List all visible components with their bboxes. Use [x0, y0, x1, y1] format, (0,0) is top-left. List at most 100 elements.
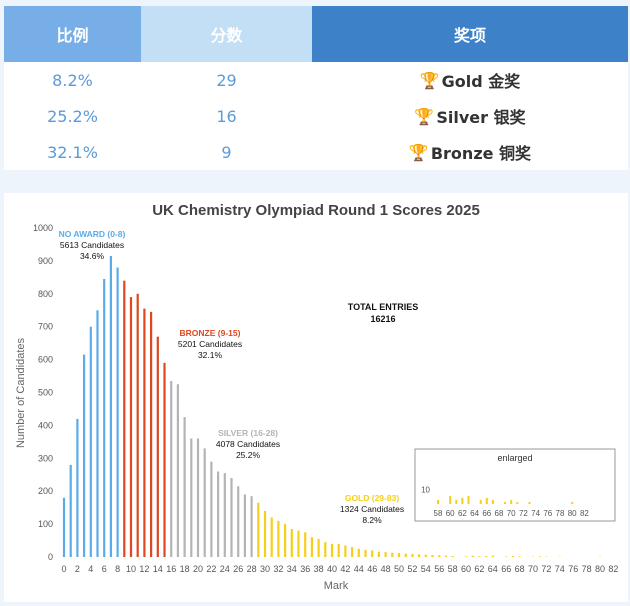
x-tick-label: 38: [314, 564, 324, 574]
x-tick-label: 36: [300, 564, 310, 574]
y-tick-label: 800: [38, 289, 53, 299]
group-label: BRONZE (9-15): [180, 328, 241, 338]
table-row: 32.1% 9 🏆 Bronze 铜奖: [4, 134, 628, 170]
group-percent: 8.2%: [362, 515, 382, 525]
x-tick-label: 78: [582, 564, 592, 574]
inset-x-tick: 64: [470, 509, 479, 518]
x-tick-label: 66: [501, 564, 511, 574]
award-label: Silver 银奖: [436, 108, 526, 127]
inset-x-tick: 72: [519, 509, 528, 518]
table-row: 8.2% 29 🏆 Gold 金奖: [4, 62, 628, 98]
award-cell: 🏆 Gold 金奖: [312, 62, 628, 98]
inset-x-tick: 80: [568, 509, 577, 518]
x-tick-label: 16: [166, 564, 176, 574]
group-candidates: 5201 Candidates: [178, 339, 242, 349]
x-tick-label: 30: [260, 564, 270, 574]
group-candidates: 1324 Candidates: [340, 504, 404, 514]
x-tick-label: 22: [206, 564, 216, 574]
group-label: SILVER (16-28): [218, 428, 278, 438]
inset-title: enlarged: [497, 453, 532, 463]
x-tick-label: 76: [568, 564, 578, 574]
group-candidates: 4078 Candidates: [216, 439, 280, 449]
score-cell: 16: [216, 106, 237, 126]
y-tick-label: 1000: [33, 223, 53, 233]
x-tick-label: 68: [515, 564, 525, 574]
y-tick-label: 100: [38, 519, 53, 529]
x-tick-label: 20: [193, 564, 203, 574]
x-tick-label: 58: [448, 564, 458, 574]
x-tick-label: 82: [608, 564, 618, 574]
y-tick-label: 200: [38, 486, 53, 496]
header-ratio: 比例: [4, 6, 141, 62]
total-label: TOTAL ENTRIES: [348, 302, 419, 312]
y-tick-label: 300: [38, 453, 53, 463]
y-tick-label: 900: [38, 256, 53, 266]
y-tick-label: 600: [38, 355, 53, 365]
x-tick-label: 2: [75, 564, 80, 574]
x-tick-label: 24: [220, 564, 230, 574]
trophy-icon: 🏆: [408, 142, 429, 162]
x-tick-label: 50: [394, 564, 404, 574]
x-tick-label: 70: [528, 564, 538, 574]
x-tick-label: 42: [340, 564, 350, 574]
group-label: GOLD (29-83): [345, 493, 399, 503]
inset-x-tick: 78: [556, 509, 565, 518]
inset-y-tick: 10: [421, 486, 430, 495]
x-tick-label: 80: [595, 564, 605, 574]
y-tick-label: 700: [38, 322, 53, 332]
inset-x-tick: 66: [482, 509, 491, 518]
header-award: 奖项: [312, 6, 628, 62]
x-tick-label: 46: [367, 564, 377, 574]
x-tick-label: 44: [354, 564, 364, 574]
group-percent: 25.2%: [236, 450, 261, 460]
x-tick-label: 34: [287, 564, 297, 574]
x-tick-label: 18: [180, 564, 190, 574]
inset-x-tick: 58: [434, 509, 443, 518]
ratio-cell: 25.2%: [47, 106, 98, 126]
x-tick-label: 56: [434, 564, 444, 574]
trophy-icon: 🏆: [414, 106, 435, 126]
x-tick-label: 14: [153, 564, 163, 574]
ratio-cell: 8.2%: [52, 70, 93, 90]
inset-x-tick: 82: [580, 509, 589, 518]
group-percent: 34.6%: [80, 251, 105, 261]
award-cell: 🏆 Silver 银奖: [312, 98, 628, 134]
ratio-cell: 32.1%: [47, 142, 98, 162]
x-tick-label: 8: [115, 564, 120, 574]
inset-x-tick: 74: [531, 509, 540, 518]
chart-panel: UK Chemistry Olympiad Round 1 Scores 202…: [4, 193, 628, 602]
inset-x-tick: 60: [446, 509, 455, 518]
x-tick-label: 54: [421, 564, 431, 574]
x-tick-label: 32: [273, 564, 283, 574]
y-tick-label: 0: [48, 552, 53, 562]
score-cell: 29: [216, 70, 237, 90]
x-tick-label: 48: [381, 564, 391, 574]
x-tick-label: 26: [233, 564, 243, 574]
x-tick-label: 72: [541, 564, 551, 574]
award-table: 比例 分数 奖项 8.2% 29 🏆 Gold 金奖 25.2% 16 🏆 Silv…: [4, 6, 628, 170]
inset-frame: [414, 448, 616, 522]
score-cell: 9: [221, 142, 232, 162]
x-axis-label: Mark: [324, 580, 349, 592]
table-row: 25.2% 16 🏆 Silver 银奖: [4, 98, 628, 134]
x-tick-label: 40: [327, 564, 337, 574]
x-tick-label: 4: [88, 564, 93, 574]
x-tick-label: 12: [139, 564, 149, 574]
x-tick-label: 52: [407, 564, 417, 574]
header-score: 分数: [141, 6, 312, 62]
x-tick-label: 62: [474, 564, 484, 574]
inset-x-tick: 70: [507, 509, 516, 518]
inset-x-tick: 68: [495, 509, 504, 518]
inset-x-tick: 62: [458, 509, 467, 518]
y-tick-label: 400: [38, 420, 53, 430]
table-header: 比例 分数 奖项: [4, 6, 628, 62]
chart-title: UK Chemistry Olympiad Round 1 Scores 202…: [152, 202, 480, 219]
x-tick-label: 74: [555, 564, 565, 574]
group-percent: 32.1%: [198, 350, 223, 360]
histogram-chart: UK Chemistry Olympiad Round 1 Scores 202…: [15, 202, 618, 592]
x-tick-label: 60: [461, 564, 471, 574]
award-label: Bronze 铜奖: [430, 144, 532, 163]
group-label: NO AWARD (0-8): [59, 229, 126, 239]
x-tick-label: 28: [247, 564, 257, 574]
x-tick-label: 10: [126, 564, 136, 574]
